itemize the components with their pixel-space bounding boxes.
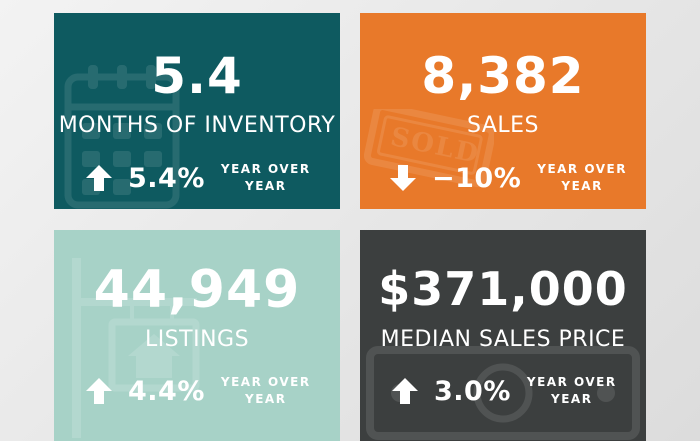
- listings-change-caption: YEAR OVER YEAR: [220, 375, 311, 406]
- inventory-change: 5.4% YEAR OVER YEAR: [86, 161, 311, 195]
- inventory-label: MONTHS OF INVENTORY: [58, 113, 336, 138]
- sales-change-percent: −10%: [432, 162, 522, 194]
- price-label: MEDIAN SALES PRICE: [380, 327, 626, 352]
- listings-label: LISTINGS: [144, 327, 250, 352]
- inventory-value: 5.4: [151, 47, 243, 105]
- arrow-up-icon: [86, 378, 112, 404]
- months-of-inventory-card: 5.4 MONTHS OF INVENTORY 5.4% YEAR OVER Y…: [54, 13, 340, 209]
- sales-change: −10% YEAR OVER YEAR: [390, 161, 627, 195]
- arrow-up-icon: [86, 165, 112, 191]
- median-sales-price-card: $371,000 MEDIAN SALES PRICE 3.0% YEAR OV…: [360, 230, 646, 441]
- listings-change: 4.4% YEAR OVER YEAR: [86, 374, 311, 408]
- price-change-percent: 3.0%: [434, 375, 511, 407]
- sales-change-caption: YEAR OVER YEAR: [537, 162, 627, 193]
- listings-change-percent: 4.4%: [128, 375, 205, 407]
- sales-value: 8,382: [421, 47, 585, 105]
- arrow-down-icon: [390, 165, 416, 191]
- price-value: $371,000: [378, 262, 628, 316]
- inventory-change-caption: YEAR OVER YEAR: [220, 162, 311, 193]
- inventory-change-percent: 5.4%: [128, 162, 205, 194]
- sales-card: SOLD 8,382 SALES −10% YEAR OVER YEAR: [360, 13, 646, 209]
- price-change-caption: YEAR OVER YEAR: [526, 375, 617, 406]
- listings-value: 44,949: [93, 260, 301, 320]
- price-change: 3.0% YEAR OVER YEAR: [392, 374, 617, 408]
- arrow-up-icon: [392, 378, 418, 404]
- listings-card: 44,949 LISTINGS 4.4% YEAR OVER YEAR: [54, 230, 340, 441]
- sales-label: SALES: [466, 113, 540, 138]
